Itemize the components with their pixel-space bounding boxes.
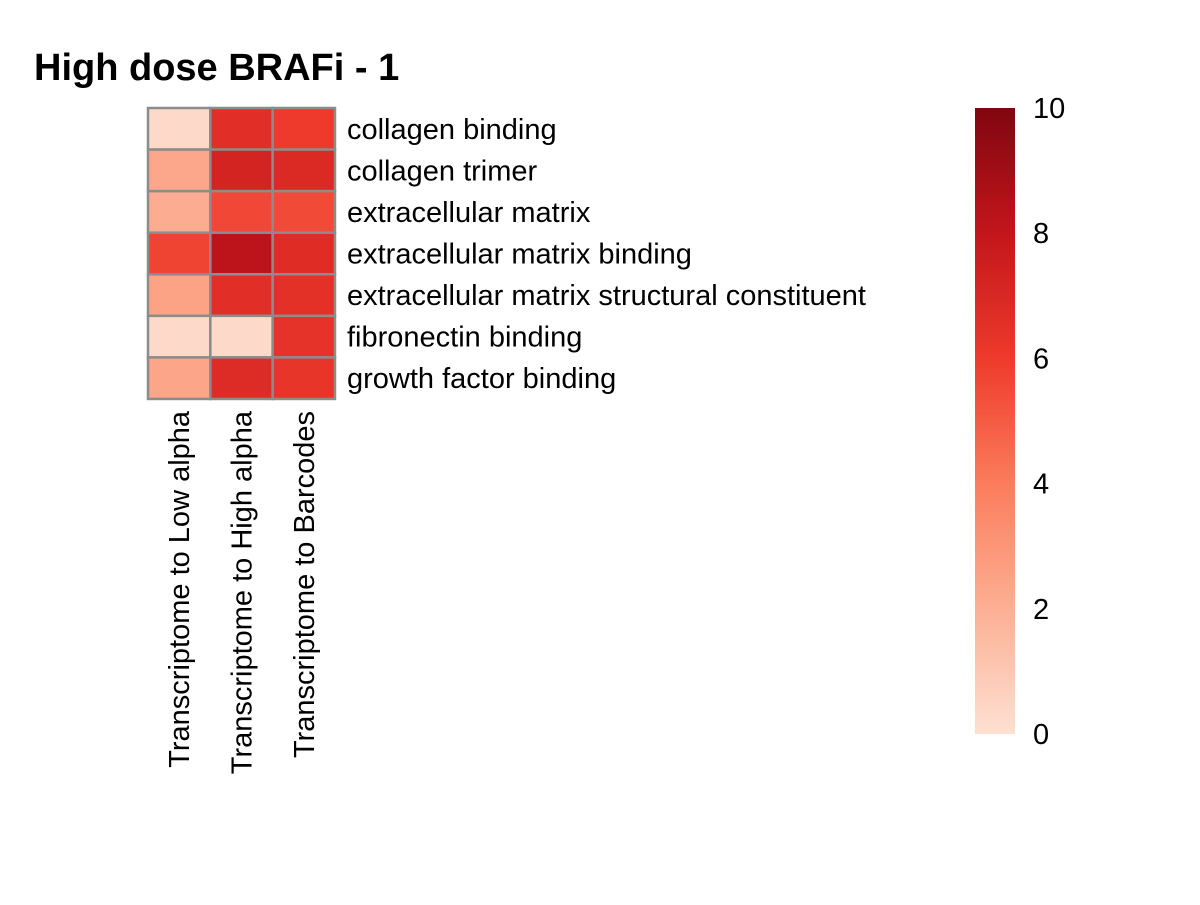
legend-color-bar (975, 108, 1015, 734)
legend-tick-label: 10 (1033, 93, 1065, 125)
heatmap-cell (209, 314, 274, 359)
heatmap-cell (209, 106, 274, 151)
row-label: collagen trimer (347, 155, 538, 187)
heatmap-cell (146, 314, 212, 359)
color-legend: 0 2 4 6 8 10 (975, 93, 1065, 751)
heatmap-cells (146, 106, 337, 401)
heatmap-cell (271, 189, 337, 234)
heatmap-cell (209, 148, 274, 193)
heatmap-cell (271, 314, 337, 359)
column-label: Transcriptome to Barcodes (289, 411, 321, 758)
chart-title: High dose BRAFi - 1 (34, 47, 399, 89)
row-label: extracellular matrix (347, 197, 591, 229)
heatmap-cell (209, 273, 274, 318)
heatmap-cell (209, 231, 274, 276)
heatmap-cell (209, 189, 274, 234)
heatmap-cell (146, 273, 212, 318)
heatmap-cell (271, 148, 337, 193)
heatmap-cell (271, 273, 337, 318)
row-label: fibronectin binding (347, 322, 582, 354)
legend-tick-label: 8 (1033, 218, 1049, 250)
column-labels: Transcriptome to Low alpha Transcriptome … (164, 410, 321, 774)
row-label: growth factor binding (347, 363, 616, 395)
legend-tick-label: 4 (1033, 469, 1049, 501)
heatmap-cell (271, 106, 337, 151)
legend-tick-label: 6 (1033, 343, 1049, 375)
row-label: extracellular matrix binding (347, 239, 692, 271)
heatmap-cell (271, 231, 337, 276)
row-label: extracellular matrix structural constitu… (347, 280, 866, 312)
heatmap-cell (271, 356, 337, 401)
heatmap-cell (146, 231, 212, 276)
row-labels: collagen binding collagen trimer extracell… (347, 114, 866, 395)
heatmap-cell (146, 189, 212, 234)
heatmap-cell (146, 106, 212, 151)
legend-tick-label: 0 (1033, 719, 1049, 751)
heatmap-cell (209, 356, 274, 401)
row-label: collagen binding (347, 114, 557, 146)
column-label: Transcriptome to Low alpha (164, 410, 196, 768)
heatmap-cell (146, 356, 212, 401)
column-label: Transcriptome to High alpha (226, 410, 258, 774)
heatmap-cell (146, 148, 212, 193)
legend-tick-label: 2 (1033, 594, 1049, 626)
